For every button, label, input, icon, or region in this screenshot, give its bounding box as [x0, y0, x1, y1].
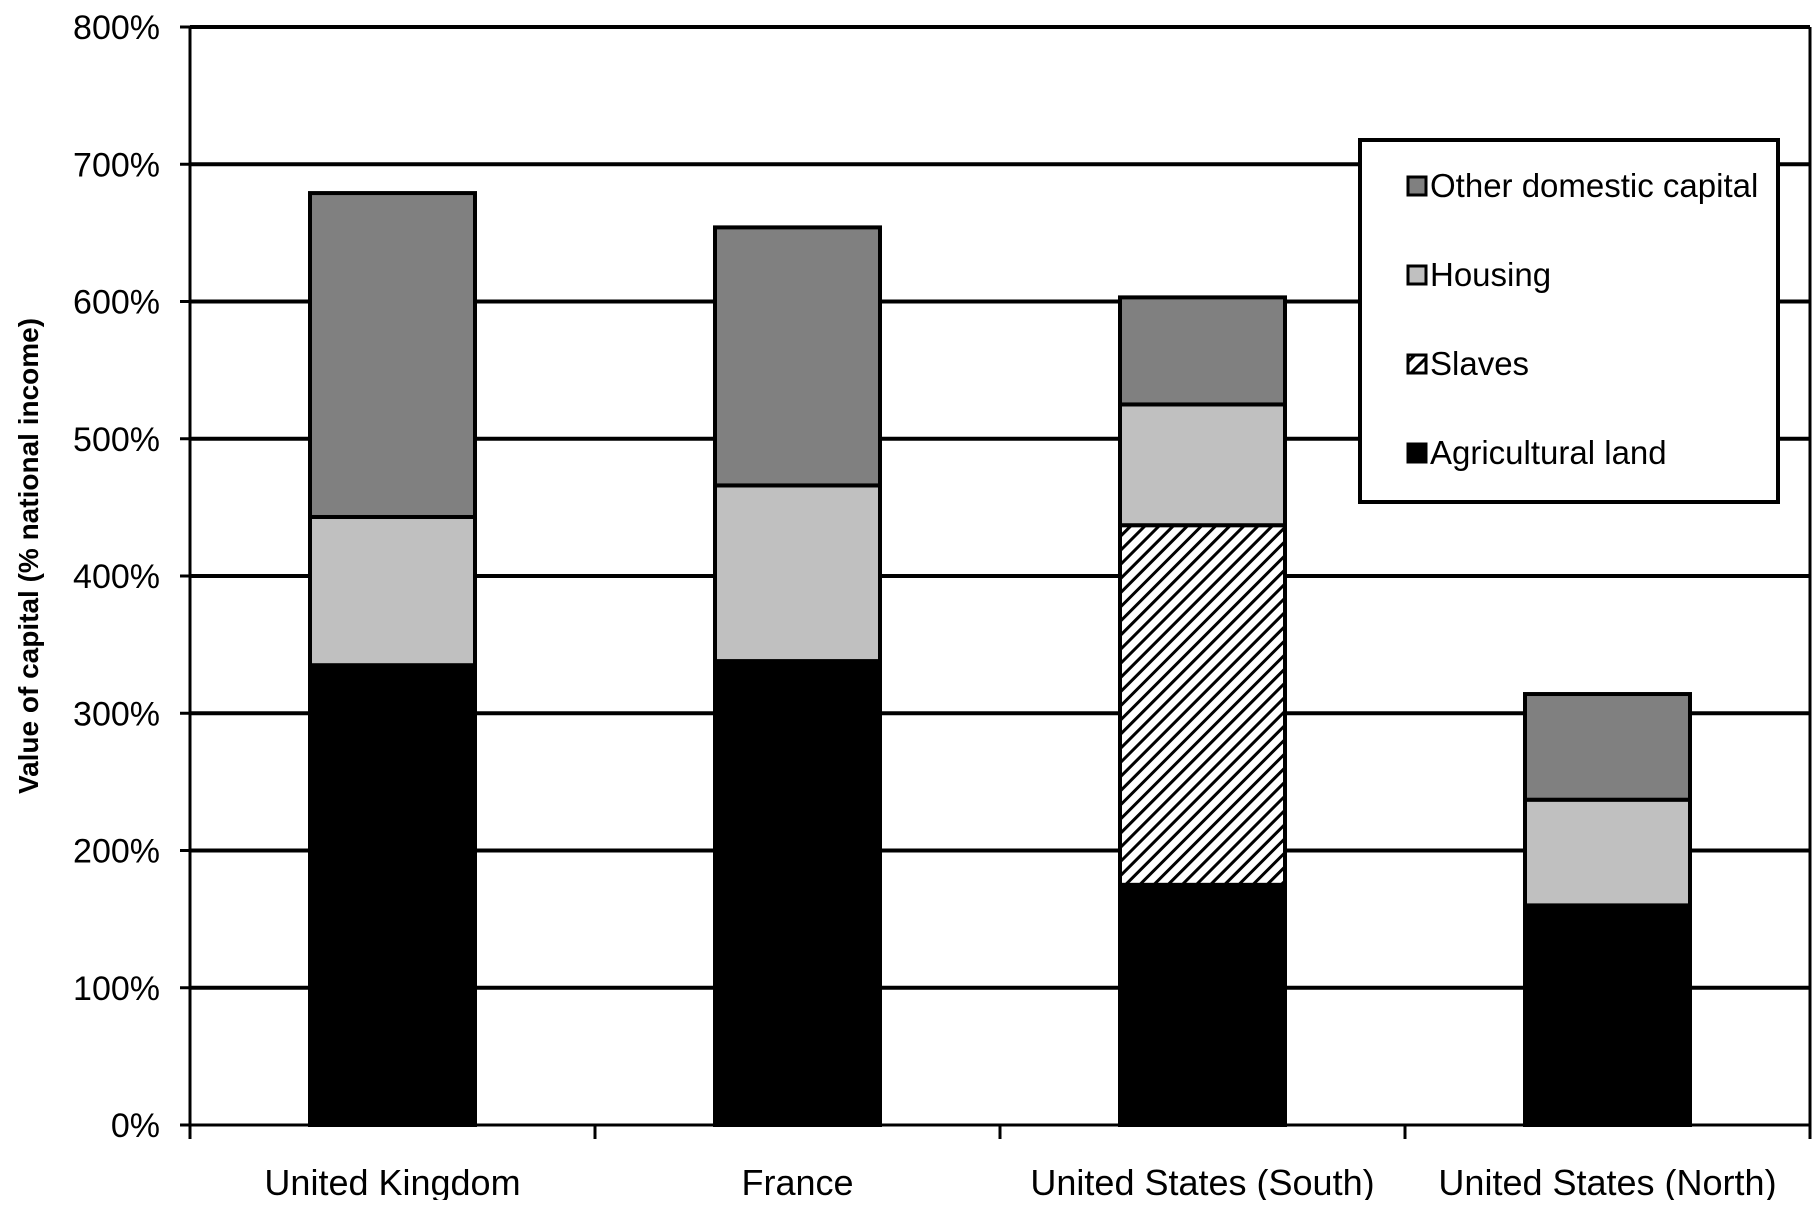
- bar-segment-other-domestic-capital: [1523, 692, 1692, 802]
- legend-swatch: [1406, 175, 1428, 197]
- y-tick-label: 800%: [73, 9, 160, 47]
- bar-segment-housing: [1118, 402, 1287, 528]
- bar-segment-housing: [713, 483, 882, 664]
- bar-segment-agricultural-land: [1118, 882, 1287, 1127]
- y-tick-label: 300%: [73, 695, 160, 733]
- y-tick-label: 200%: [73, 833, 160, 871]
- y-tick-label: 600%: [73, 284, 160, 322]
- y-tick-label: 400%: [73, 558, 160, 596]
- y-tick-label: 700%: [73, 146, 160, 184]
- y-tick-label: 500%: [73, 421, 160, 459]
- legend-label: Other domestic capital: [1430, 167, 1758, 204]
- bar-segment-slaves: [1118, 523, 1287, 887]
- bars: [308, 191, 1692, 1128]
- bar-segment-agricultural-land: [1523, 903, 1692, 1128]
- legend-label: Housing: [1430, 256, 1551, 293]
- bar-segment-other-domestic-capital: [713, 225, 882, 488]
- legend-swatch: [1406, 353, 1428, 375]
- axes: [180, 25, 1812, 1139]
- bar-segment-other-domestic-capital: [308, 191, 477, 519]
- legend-swatch: [1406, 442, 1428, 464]
- bar-segment-housing: [308, 514, 477, 668]
- legend-label: Agricultural land: [1430, 434, 1667, 471]
- y-tick-label: 0%: [111, 1107, 160, 1145]
- y-tick-labels: 0% 100% 200% 300% 400% 500% 600% 700% 800%: [73, 9, 160, 1145]
- legend-box: [1358, 138, 1780, 504]
- y-tick-label: 100%: [73, 970, 160, 1008]
- bar-segment-other-domestic-capital: [1118, 295, 1287, 407]
- y-axis-label: Value of capital (% national income): [13, 318, 44, 794]
- bar-segment-agricultural-land: [713, 659, 882, 1127]
- bar-segment-housing: [1523, 797, 1692, 908]
- x-category-label: United States (North): [1438, 1162, 1776, 1200]
- bar-segment-agricultural-land: [308, 663, 477, 1128]
- legend-label: Slaves: [1430, 345, 1529, 382]
- x-category-label: United Kingdom: [264, 1162, 520, 1200]
- x-category-label: France: [741, 1162, 853, 1200]
- x-category-label: United States (South): [1030, 1162, 1374, 1200]
- legend: Other domestic capital Housing Slaves Agric…: [1358, 138, 1780, 504]
- legend-swatch: [1406, 264, 1428, 286]
- x-category-labels: United Kingdom France United States (South…: [264, 1162, 1776, 1203]
